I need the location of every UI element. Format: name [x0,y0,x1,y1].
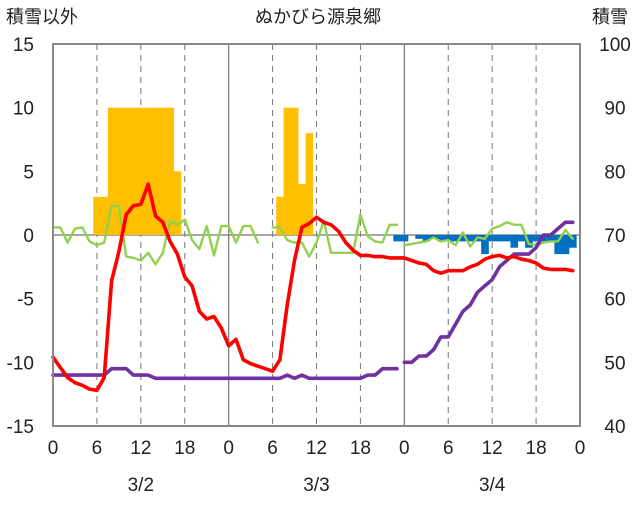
x-tick-label: 0 [48,438,59,459]
snowfall-bar [122,107,131,235]
chart-title: ぬかびら源泉郷 [255,7,381,27]
precipitation-bar [393,235,401,242]
x-tick-label: 12 [306,438,327,459]
precipitation-bar [400,235,409,242]
precipitation-bar [481,235,489,255]
left-tick-label: -15 [7,417,34,438]
precipitation-bar [517,235,526,242]
precipitation-bar [422,235,431,242]
x-tick-label: 18 [174,438,195,459]
snowfall-bar [298,184,306,235]
snowfall-bar [93,196,101,235]
date-label: 3/4 [479,475,506,496]
precipitation-bar [444,235,453,242]
snow_depth-line [51,366,399,381]
left-tick-label: 10 [13,99,34,120]
x-tick-label: 12 [482,438,503,459]
precipitation-bar [488,235,497,242]
left-tick-label: -10 [7,353,34,374]
precipitation-bar [451,235,460,242]
humidity_like-line [403,221,574,248]
snowfall-bar [290,107,299,235]
precipitation-bar [466,235,475,242]
precipitation-bar [561,235,570,255]
snowfall-bar [159,107,167,235]
x-tick-label: 12 [130,438,151,459]
left-axis-label: 積雪以外 [6,7,78,27]
precipitation-bar [495,235,504,242]
x-tick-label: 6 [267,438,278,459]
snowfall-bar [305,133,314,235]
date-label: 3/2 [128,475,154,496]
humidity_like-line [51,204,260,266]
right-tick-label: 40 [604,417,625,438]
snowfall-bar [166,107,175,235]
snowfall-bar [283,107,292,235]
line-layer [51,182,575,393]
precipitation-bar [415,235,423,239]
right-tick-label: 100 [599,35,631,56]
precipitation-bar [437,235,445,242]
plot-frame [52,43,581,427]
precipitation-bar [547,235,555,242]
left-tick-label: -5 [17,290,34,311]
humidity_like-line [271,213,399,258]
x-tick-label: 18 [526,438,547,459]
precipitation-bar [459,235,467,242]
precipitation-bar [510,235,519,248]
snowfall-bar [137,107,145,235]
right-tick-label: 70 [604,226,625,247]
snowfall-bar [107,107,116,235]
x-tick-label: 0 [399,438,410,459]
snowfall-bar [129,107,138,235]
snowfall-bar [144,107,153,235]
right-tick-label: 80 [604,162,625,183]
precipitation-bar [569,235,577,248]
x-tick-label: 6 [443,438,454,459]
left-tick-label: 0 [23,226,34,247]
precipitation-bar [532,235,541,242]
snowfall-bar [100,196,109,235]
temperature-line [51,182,575,393]
snowfall-bar [173,171,182,235]
right-axis-label: 積雪 [592,7,628,27]
left-tick-label: 15 [13,35,34,56]
x-tick-label: 0 [223,438,234,459]
x-tick-label: 18 [350,438,371,459]
snowfall-bar [151,107,160,235]
snowfall-bar [115,107,123,235]
right-tick-label: 50 [604,353,625,374]
x-tick-label: 6 [92,438,103,459]
precipitation-bar [554,235,563,255]
left-tick-label: 5 [23,162,34,183]
x-tick-label: 0 [575,438,586,459]
right-tick-label: 90 [604,99,625,120]
snow_depth-line [402,220,575,365]
right-tick-label: 60 [604,290,625,311]
date-label: 3/3 [303,475,329,496]
precipitation-bar [503,235,511,242]
snowfall-bar [276,196,284,235]
